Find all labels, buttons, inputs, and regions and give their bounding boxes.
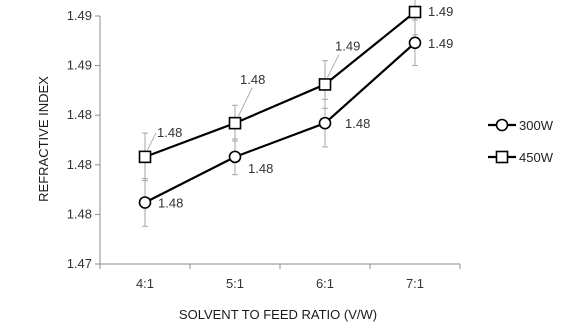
y-tick-label: 1.49 [67, 58, 92, 73]
y-tick-label: 1.48 [67, 157, 92, 172]
y-tick-label: 1.48 [67, 107, 92, 122]
data-label: 1.48 [158, 195, 183, 210]
data-label: 1.49 [335, 38, 360, 53]
data-label: 1.48 [248, 161, 273, 176]
data-point-square [318, 78, 332, 91]
x-tick-label: 7:1 [406, 276, 424, 291]
data-label: 1.49 [428, 4, 453, 19]
data-label-leader [237, 87, 253, 118]
legend-marker-circle [495, 118, 509, 132]
data-point-circle [408, 36, 422, 50]
x-tick-label: 5:1 [226, 276, 244, 291]
legend-label: 450W [519, 150, 554, 165]
data-label-leader [326, 54, 340, 79]
legend-marker-square [495, 150, 509, 164]
data-point-circle [228, 150, 242, 164]
y-tick-label: 1.48 [67, 206, 92, 221]
legend-label: 300W [519, 118, 554, 133]
y-tick-label: 1.49 [67, 8, 92, 23]
series-line-450W [144, 11, 416, 158]
x-axis-title: SOLVENT TO FEED RATIO (V/W) [179, 307, 377, 322]
data-label: 1.49 [428, 36, 453, 51]
data-point-square [228, 116, 242, 130]
data-point-circle [138, 196, 152, 209]
series-line-300W [144, 41, 416, 204]
data-label: 1.48 [157, 125, 182, 140]
data-point-square [138, 150, 152, 164]
data-label: 1.48 [345, 116, 370, 131]
x-tick-label: 4:1 [136, 276, 154, 291]
data-point-circle [318, 116, 332, 130]
data-point-square [408, 5, 422, 19]
y-axis-title: REFRACTIVE INDEX [36, 76, 51, 202]
data-label-leader [146, 132, 157, 152]
y-tick-label: 1.47 [67, 256, 92, 271]
data-label: 1.48 [240, 72, 265, 87]
x-tick-label: 6:1 [316, 276, 334, 291]
